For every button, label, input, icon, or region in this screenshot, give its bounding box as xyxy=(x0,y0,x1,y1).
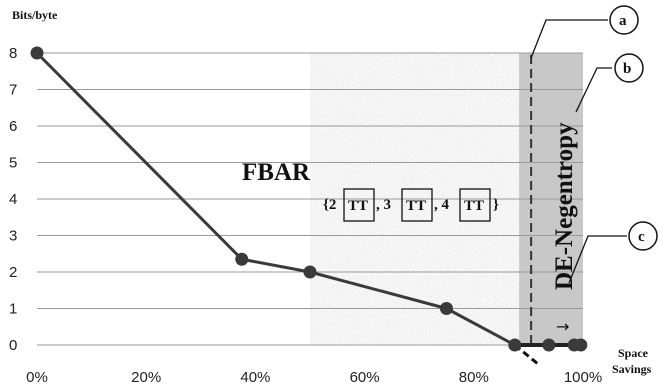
x-tick-label: 40% xyxy=(240,369,270,386)
y-axis-title: Bits/byte xyxy=(12,8,58,22)
x-tick-label: 80% xyxy=(459,369,489,386)
data-point-7 xyxy=(574,338,588,352)
x-tick-label: 20% xyxy=(131,369,161,386)
y-tick-label: 5 xyxy=(9,155,17,172)
callout-b-circle xyxy=(614,53,644,83)
data-point-0 xyxy=(30,46,44,60)
set-comma-4: , 4 xyxy=(434,197,450,213)
tt-box-3 xyxy=(459,188,491,222)
callout-c-circle xyxy=(628,221,658,251)
data-point-5 xyxy=(542,338,556,352)
set-open: {2 xyxy=(323,197,336,213)
y-tick-label: 2 xyxy=(9,264,17,281)
tt-box-1 xyxy=(343,188,375,222)
x-tick-label: 60% xyxy=(350,369,380,386)
right-arrow-icon: → xyxy=(556,317,569,336)
callout-c-letter: c xyxy=(638,229,645,245)
data-point-2 xyxy=(303,265,317,279)
callout-a-letter: a xyxy=(619,13,627,29)
data-point-4 xyxy=(508,338,522,352)
callout-c: c xyxy=(568,221,658,284)
y-tick-label: 6 xyxy=(9,118,17,135)
y-tick-label: 1 xyxy=(9,301,17,318)
y-tick-label: 8 xyxy=(9,45,17,62)
tt-label-3: TT xyxy=(464,198,484,214)
callout-b-leader xyxy=(575,67,612,113)
y-tick-label: 0 xyxy=(9,337,17,354)
x-axis: 0% 20% 40% 60% 80% 100% xyxy=(26,369,602,386)
y-tick-label: 7 xyxy=(9,82,17,99)
tt-set-annotation: {2 TT , 3 TT , 4 TT } xyxy=(323,188,499,222)
callout-a: a xyxy=(530,5,639,59)
set-comma-3: , 3 xyxy=(376,197,391,213)
x-tick-label: 100% xyxy=(564,369,602,386)
y-tick-label: 4 xyxy=(9,191,17,208)
set-close: } xyxy=(493,197,499,213)
tt-box-2 xyxy=(401,188,433,222)
callout-a-circle xyxy=(609,5,639,35)
x-tick-label: 0% xyxy=(26,369,48,386)
callout-b: b xyxy=(575,53,644,113)
x-axis-title-line-2: Savings xyxy=(612,362,652,376)
tt-label-1: TT xyxy=(348,198,368,214)
callout-a-leader xyxy=(530,19,608,59)
data-point-1 xyxy=(235,252,249,266)
data-series xyxy=(30,46,588,367)
y-axis: 0 1 2 3 4 5 6 7 8 xyxy=(9,45,17,354)
data-point-3 xyxy=(440,302,453,315)
fbar-label: FBAR xyxy=(242,159,311,186)
x-axis-title-line-1: Space xyxy=(618,346,649,360)
tt-label-2: TT xyxy=(406,198,426,214)
callout-c-leader xyxy=(568,235,627,284)
y-tick-label: 3 xyxy=(9,228,17,245)
negentropy-label: DE-Negentropy xyxy=(551,122,578,290)
callout-b-letter: b xyxy=(623,61,631,77)
